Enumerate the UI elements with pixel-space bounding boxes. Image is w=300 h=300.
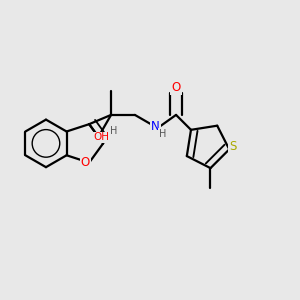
Text: O: O [81, 156, 90, 169]
Text: OH: OH [93, 132, 109, 142]
Text: O: O [171, 81, 181, 94]
Text: H: H [110, 126, 118, 136]
Text: H: H [159, 129, 166, 139]
Text: N: N [151, 120, 160, 133]
Text: S: S [229, 140, 236, 152]
